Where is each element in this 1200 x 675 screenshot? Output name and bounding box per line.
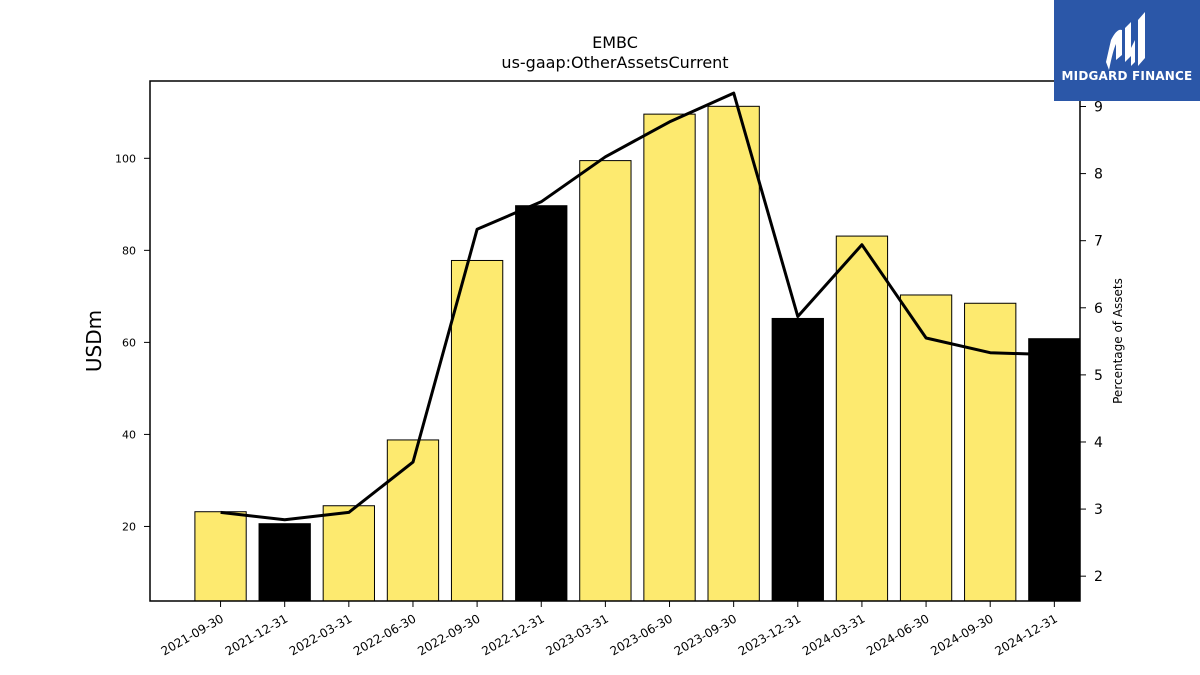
- y-tick-label: 20: [122, 520, 136, 533]
- x-tick-label: 2023-09-30: [672, 611, 739, 658]
- y-axis-right: 2 3 4 5 6 7 8 9: [1080, 99, 1103, 585]
- percentage-line: [220, 91, 1055, 522]
- x-tick-label: 2022-12-31: [479, 611, 546, 658]
- bar-2023-12-31: [771, 317, 824, 602]
- x-axis: 2021-09-302021-12-312022-03-312022-06-30…: [159, 601, 1060, 658]
- y2-tick-label: 7: [1094, 234, 1103, 250]
- y-axis-left: 20 40 60 80 100: [115, 152, 150, 533]
- y2-tick-label: 6: [1094, 301, 1103, 317]
- bar-2021-09-30: [194, 511, 247, 602]
- x-tick-label: 2023-03-31: [543, 611, 610, 658]
- y-tick-label: 100: [115, 152, 136, 165]
- midgard-finance-logo: MIDGARD FINANCE: [1054, 0, 1200, 101]
- y2-tick-label: 5: [1094, 368, 1103, 384]
- x-tick-label: 2022-06-30: [351, 611, 418, 658]
- logo-text: MIDGARD FINANCE: [1061, 69, 1193, 83]
- x-tick-label: 2024-12-31: [992, 611, 1059, 658]
- line-group: [220, 91, 1055, 522]
- plot-frame: [149, 80, 1081, 602]
- bar-2022-09-30: [450, 259, 504, 602]
- y2-tick-label: 8: [1094, 167, 1103, 183]
- x-tick-label: 2023-06-30: [608, 611, 675, 658]
- bar-2023-03-31: [579, 160, 632, 602]
- chart-subtitle: us-gaap:OtherAssetsCurrent: [501, 53, 728, 72]
- x-tick-label: 2024-03-31: [800, 611, 867, 658]
- y-axis-label: USDm: [82, 310, 106, 372]
- y2-tick-label: 4: [1094, 435, 1103, 451]
- y2-tick-label: 2: [1094, 569, 1103, 585]
- y2-tick-label: 9: [1094, 99, 1103, 115]
- x-tick-label: 2022-03-31: [287, 611, 354, 658]
- x-tick-label: 2023-12-31: [736, 611, 803, 658]
- bar-2024-03-31: [835, 235, 889, 602]
- y-tick-label: 40: [122, 428, 136, 441]
- chart-title: EMBC: [592, 33, 638, 52]
- y2-axis-label: Percentage of Assets: [1111, 278, 1125, 404]
- bar-2024-12-31: [1028, 338, 1081, 602]
- bar-2022-06-30: [386, 439, 440, 602]
- x-tick-label: 2022-09-30: [415, 611, 482, 658]
- bar-2024-06-30: [899, 294, 953, 602]
- x-tick-label: 2024-09-30: [928, 611, 995, 658]
- bar-2023-09-30: [707, 105, 760, 602]
- y2-tick-label: 3: [1094, 502, 1103, 518]
- y-tick-label: 80: [122, 244, 136, 257]
- bar-2022-12-31: [515, 205, 568, 602]
- x-tick-label: 2024-06-30: [864, 611, 931, 658]
- bar-2021-12-31: [258, 523, 311, 602]
- x-tick-label: 2021-12-31: [223, 611, 290, 658]
- y-tick-label: 60: [122, 336, 136, 349]
- bar-2023-06-30: [643, 113, 696, 602]
- bars-group: [194, 105, 1081, 602]
- x-tick-label: 2021-09-30: [159, 611, 226, 658]
- bar-2022-03-31: [322, 505, 375, 602]
- logo-mark-icon: [1106, 12, 1145, 70]
